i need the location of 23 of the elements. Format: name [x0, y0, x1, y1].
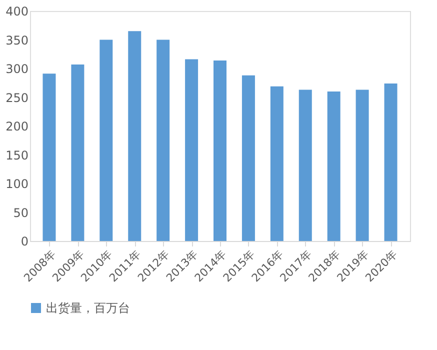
- bar: [327, 92, 340, 241]
- bar: [242, 75, 255, 241]
- y-tick-label: 150: [6, 148, 28, 162]
- bar: [384, 83, 398, 241]
- y-tick-label: 0: [20, 234, 28, 248]
- y-tick-label: 50: [13, 206, 28, 220]
- bar: [156, 40, 170, 241]
- bar: [298, 90, 312, 241]
- legend-label: 出货量，百万台: [46, 301, 130, 315]
- bar: [214, 60, 226, 241]
- bar: [100, 40, 113, 241]
- y-tick-label: 300: [6, 62, 28, 76]
- y-tick-label: 250: [6, 90, 28, 105]
- y-tick-label: 350: [6, 33, 28, 48]
- y-tick-label: 200: [6, 120, 28, 134]
- y-tick-label: 100: [6, 177, 28, 191]
- bar: [185, 59, 198, 241]
- y-tick-label: 400: [6, 4, 28, 18]
- bar: [270, 86, 284, 241]
- bar: [356, 90, 369, 241]
- bar: [128, 31, 142, 241]
- bar: [71, 64, 84, 241]
- bar: [42, 74, 56, 241]
